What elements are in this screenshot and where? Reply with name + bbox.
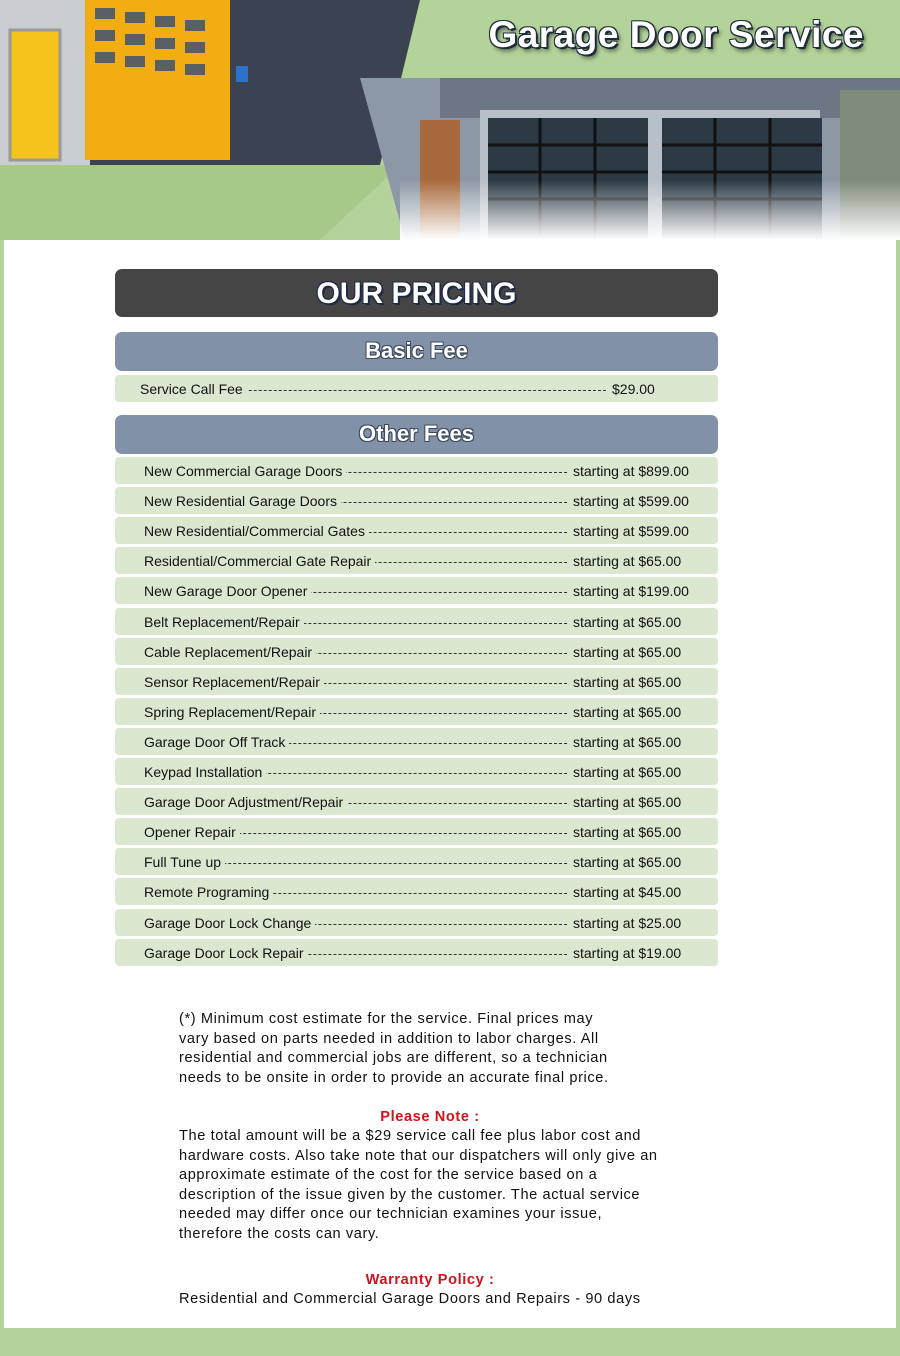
price-row: Full Tune up starting at $65.00 [115, 848, 718, 876]
service-name: Opener Repair [144, 824, 240, 841]
service-name: Remote Programing [144, 884, 274, 901]
service-name: New Garage Door Opener [144, 583, 312, 600]
leader-line [148, 592, 567, 594]
note-line: The total amount will be a $29 service c… [179, 1128, 642, 1144]
leader-line [148, 682, 567, 684]
price-row: Opener Repair starting at $65.00 [115, 818, 718, 846]
service-price: starting at $599.00 [573, 523, 689, 540]
price-row: Spring Replacement/Repair starting at $65… [115, 697, 718, 725]
service-price: starting at $65.00 [573, 824, 682, 841]
price-row: Cable Replacement/Repair starting at $65.… [115, 637, 718, 665]
price-row: Garage Door Lock Repair starting at $19.0… [115, 938, 718, 966]
service-price: starting at $19.00 [573, 944, 682, 961]
leader-line [148, 712, 567, 714]
service-name: Garage Door Off Track [144, 733, 290, 750]
service-price: starting at $65.00 [573, 643, 682, 660]
service-name: Full Tune up [144, 854, 226, 871]
price-row: Garage Door Off Track starting at $65.00 [115, 727, 718, 755]
leader-line [148, 953, 567, 955]
note-line: description of the issue given by the cu… [179, 1186, 641, 1203]
site-title: Garage Door Service [488, 14, 864, 55]
service-price: starting at $65.00 [573, 733, 682, 750]
price-row: Belt Replacement/Repair starting at $65.0… [115, 607, 718, 635]
service-price: $29.00 [612, 381, 655, 397]
leader-line [148, 803, 567, 805]
leader-line [148, 502, 567, 504]
warranty-line: Residential and Commercial Garage Doors … [179, 1291, 641, 1307]
price-row: Sensor Replacement/Repair starting at $65… [115, 667, 718, 695]
note-line: needs to be onsite in order to provide a… [179, 1069, 609, 1086]
service-name: Cable Replacement/Repair [144, 643, 317, 660]
service-name: Spring Replacement/Repair [144, 703, 320, 720]
service-name: New Commercial Garage Doors [144, 463, 347, 479]
service-price: starting at $65.00 [573, 703, 682, 720]
service-price: starting at $65.00 [573, 854, 682, 871]
service-name: Residential/Commercial Gate Repair [144, 553, 376, 570]
service-name: Belt Replacement/Repair [144, 613, 304, 630]
note-line: hardware costs. Also take note that our … [179, 1147, 658, 1164]
price-row: Remote Programing starting at $45.00 [115, 878, 718, 906]
service-price: starting at $65.00 [573, 553, 682, 570]
please-note-text: The total amount will be a $29 service c… [179, 1127, 699, 1244]
warranty-heading: Warranty Policy : [365, 1272, 495, 1288]
service-price: starting at $65.00 [573, 613, 682, 630]
price-row: New Garage Door Opener starting at $199.0… [115, 577, 718, 605]
pricing-title: OUR PRICING [115, 269, 718, 317]
note-line: therefore the costs can vary. [179, 1225, 380, 1242]
service-price: starting at $65.00 [573, 764, 682, 780]
leader-line [148, 893, 567, 895]
leader-line [148, 652, 567, 654]
service-price: starting at $599.00 [573, 493, 689, 510]
leader-line [148, 833, 567, 835]
leader-line [148, 742, 567, 744]
service-name: Sensor Replacement/Repair [144, 673, 324, 690]
leader-line [148, 923, 567, 925]
note-line: residential and commercial jobs are diff… [179, 1050, 608, 1066]
service-price: starting at $45.00 [573, 884, 682, 901]
please-note-heading: Please Note : [380, 1109, 480, 1125]
service-name: Service Call Fee [140, 381, 247, 397]
leader-line [144, 390, 606, 391]
service-price: starting at $199.00 [573, 583, 689, 600]
service-name: Garage Door Lock Repair [144, 944, 308, 961]
leader-line [148, 472, 567, 473]
price-row: Service Call Fee $29.00 [115, 375, 718, 402]
service-name: New Residential Garage Doors [144, 493, 341, 510]
service-price: starting at $25.00 [573, 914, 682, 931]
service-name: Garage Door Adjustment/Repair [144, 794, 348, 811]
section-heading: Basic Fee [115, 332, 718, 371]
estimate-note: (*) Minimum cost estimate for the servic… [179, 1010, 699, 1088]
note-line: vary based on parts needed in addition t… [179, 1030, 599, 1047]
note-line: (*) Minimum cost estimate for the servic… [179, 1011, 594, 1027]
service-price: starting at $899.00 [573, 463, 689, 479]
service-name: Keypad Installation [144, 764, 267, 780]
leader-line [148, 622, 567, 624]
service-name: New Residential/Commercial Gates [144, 523, 369, 540]
warranty-text: Residential and Commercial Garage Doors … [179, 1290, 699, 1310]
service-price: starting at $65.00 [573, 794, 682, 811]
service-price: starting at $65.00 [573, 673, 682, 690]
section-heading: Other Fees [115, 415, 718, 454]
price-row: New Residential/Commercial Gates starting… [115, 517, 718, 545]
leader-line [148, 863, 567, 865]
note-line: approximate estimate of the cost for the… [179, 1167, 598, 1183]
price-row: Keypad Installation starting at $65.00 [115, 758, 718, 785]
price-row: Garage Door Lock Change starting at $25.0… [115, 908, 718, 936]
leader-line [148, 773, 567, 774]
price-row: Garage Door Adjustment/Repair starting at… [115, 788, 718, 816]
price-row: New Residential Garage Doors starting at … [115, 487, 718, 515]
price-row: New Commercial Garage Doors starting at $… [115, 457, 718, 484]
service-name: Garage Door Lock Change [144, 914, 316, 931]
note-line: needed may differ once our technician ex… [179, 1206, 603, 1222]
header-banner [0, 0, 900, 240]
price-row: Residential/Commercial Gate Repair starti… [115, 547, 718, 575]
